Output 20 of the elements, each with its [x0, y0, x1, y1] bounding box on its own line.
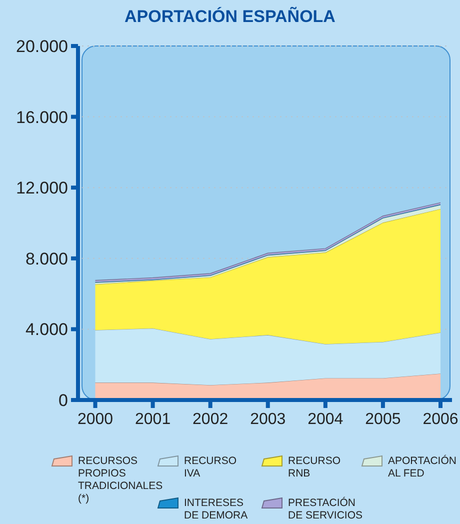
- legend-label: INTERESES DE DEMORA: [184, 497, 248, 522]
- y-tick-label: 8.000: [25, 249, 68, 268]
- legend-label: RECURSOS PROPIOS TRADICIONALES (*): [78, 455, 163, 504]
- x-tick-label: 2006: [422, 411, 458, 428]
- legend-label: RECURSO RNB: [288, 455, 341, 480]
- y-tick-label: 0: [58, 390, 68, 410]
- y-tick-label: 4.000: [25, 320, 68, 340]
- x-tick-label: 2001: [135, 411, 171, 428]
- x-tick-label: 2005: [365, 411, 401, 428]
- legend-label: PRESTACIÓN DE SERVICIOS: [288, 496, 362, 522]
- legend-label: RECURSO IVA: [184, 455, 237, 480]
- y-tick-label: 20.000: [16, 36, 68, 56]
- x-tick-label: 2002: [192, 411, 228, 428]
- legend-label: APORTACIÓN AL FED: [388, 454, 456, 480]
- chart-title: APORTACIÓN ESPAÑOLA: [124, 6, 336, 26]
- x-tick-label: 2000: [77, 411, 114, 428]
- y-tick-label: 12.000: [16, 178, 68, 198]
- y-tick-label: 16.000: [16, 108, 68, 127]
- x-tick-label: 2003: [250, 411, 286, 428]
- x-tick-label: 2004: [308, 411, 344, 428]
